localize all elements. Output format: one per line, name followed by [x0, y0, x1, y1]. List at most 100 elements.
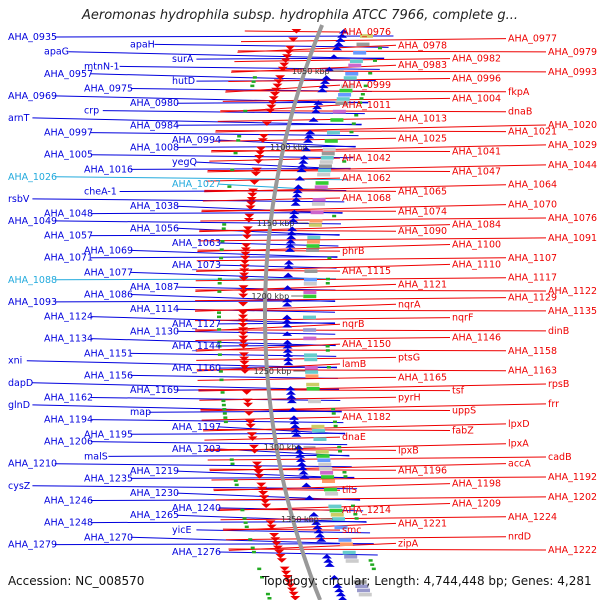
gene-label-aha-0976[interactable]: AHA_0976: [342, 27, 391, 38]
gene-label-tils[interactable]: tilS: [342, 485, 357, 496]
gene-label-aha-1048[interactable]: AHA_1048: [44, 209, 93, 220]
gene-label-aha-1195[interactable]: AHA_1195: [84, 429, 133, 440]
gene-label-nqrb[interactable]: nqrB: [342, 319, 364, 330]
gene-label-aha-1068[interactable]: AHA_1068: [342, 193, 391, 204]
gene-label-aha-1129[interactable]: AHA_1129: [508, 293, 557, 304]
gene-label-aha-1063[interactable]: AHA_1063: [172, 238, 221, 249]
gene-label-map[interactable]: map: [130, 407, 151, 418]
gene-label-aha-1117[interactable]: AHA_1117: [508, 273, 557, 284]
gene-label-aha-1222[interactable]: AHA_1222: [548, 545, 597, 556]
gene-label-aha-1076[interactable]: AHA_1076: [548, 213, 597, 224]
gene-label-aha-1135[interactable]: AHA_1135: [548, 306, 597, 317]
gene-label-arnt[interactable]: arnT: [8, 113, 30, 124]
gene-label-aha-1114[interactable]: AHA_1114: [130, 304, 179, 315]
gene-label-aha-1087[interactable]: AHA_1087: [130, 282, 179, 293]
gene-label-aha-1013[interactable]: AHA_1013: [398, 113, 447, 124]
gene-label-aha-1196[interactable]: AHA_1196: [398, 465, 447, 476]
gene-label-aha-1270[interactable]: AHA_1270: [84, 532, 133, 543]
gene-label-xni[interactable]: xni: [8, 356, 22, 367]
gene-label-cadb[interactable]: cadB: [548, 452, 572, 463]
gene-label-cysz[interactable]: cysZ: [8, 481, 31, 492]
gene-label-nrdd[interactable]: nrdD: [508, 532, 531, 543]
gene-label-aha-1086[interactable]: AHA_1086: [84, 290, 133, 301]
gene-label-crp[interactable]: crp: [84, 106, 99, 117]
gene-label-yegq[interactable]: yegQ: [172, 157, 197, 168]
gene-label-aha-0957[interactable]: AHA_0957: [44, 69, 93, 80]
gene-label-aha-1121[interactable]: AHA_1121: [398, 279, 447, 290]
gene-label-mtnn-1[interactable]: mtnN-1: [84, 61, 120, 72]
gene-label-aha-1073[interactable]: AHA_1073: [172, 260, 221, 271]
gene-label-lamb[interactable]: lamB: [342, 359, 366, 370]
gene-label-aha-1182[interactable]: AHA_1182: [342, 412, 391, 423]
gene-label-upps[interactable]: uppS: [452, 406, 476, 417]
gene-label-apag[interactable]: apaG: [44, 47, 69, 58]
gene-label-aha-0978[interactable]: AHA_0978: [398, 40, 447, 51]
gene-label-aha-1042[interactable]: AHA_1042: [342, 153, 391, 164]
gene-label-aha-1064[interactable]: AHA_1064: [508, 180, 557, 191]
gene-label-lpxa[interactable]: lpxA: [508, 439, 529, 450]
gene-label-aha-1265[interactable]: AHA_1265: [130, 510, 179, 521]
gene-label-aha-1144[interactable]: AHA_1144: [172, 341, 221, 352]
gene-label-aha-1021[interactable]: AHA_1021: [508, 127, 557, 138]
gene-label-aha-1163[interactable]: AHA_1163: [508, 366, 557, 377]
gene-label-aha-0982[interactable]: AHA_0982: [452, 54, 501, 65]
gene-label-aha-1221[interactable]: AHA_1221: [398, 518, 447, 529]
gene-label-dnae[interactable]: dnaE: [342, 432, 366, 443]
gene-label-aha-1008[interactable]: AHA_1008: [130, 142, 179, 153]
gene-label-aha-1127[interactable]: AHA_1127: [172, 319, 221, 330]
gene-label-dnab[interactable]: dnaB: [508, 107, 532, 118]
gene-label-aha-1156[interactable]: AHA_1156: [84, 370, 133, 381]
gene-label-sura[interactable]: surA: [172, 54, 194, 65]
gene-label-aha-1016[interactable]: AHA_1016: [84, 164, 133, 175]
gene-label-aha-1084[interactable]: AHA_1084: [452, 220, 501, 231]
gene-label-aha-1070[interactable]: AHA_1070: [508, 200, 557, 211]
gene-label-fabz[interactable]: fabZ: [452, 425, 474, 436]
gene-label-glnd[interactable]: glnD: [8, 400, 30, 411]
gene-label-aha-0975[interactable]: AHA_0975: [84, 84, 133, 95]
gene-label-aha-0984[interactable]: AHA_0984: [130, 120, 179, 131]
gene-label-aha-1160[interactable]: AHA_1160: [172, 363, 221, 374]
gene-label-aha-0969[interactable]: AHA_0969: [8, 91, 57, 102]
gene-label-hutd[interactable]: hutD: [172, 76, 195, 87]
gene-label-aha-1100[interactable]: AHA_1100: [452, 240, 501, 251]
gene-label-aha-1122[interactable]: AHA_1122: [548, 286, 597, 297]
gene-label-aha-1206[interactable]: AHA_1206: [44, 437, 93, 448]
gene-label-aha-0980[interactable]: AHA_0980: [130, 98, 179, 109]
gene-label-aha-1020[interactable]: AHA_1020: [548, 120, 597, 131]
gene-label-aha-1088[interactable]: AHA_1088: [8, 275, 57, 286]
gene-label-aha-1062[interactable]: AHA_1062: [342, 173, 391, 184]
gene-label-aha-1165[interactable]: AHA_1165: [398, 372, 447, 383]
gene-label-aha-1047[interactable]: AHA_1047: [452, 166, 501, 177]
gene-label-aha-1146[interactable]: AHA_1146: [452, 332, 501, 343]
gene-label-aha-1077[interactable]: AHA_1077: [84, 267, 133, 278]
gene-label-aha-1065[interactable]: AHA_1065: [398, 186, 447, 197]
gene-label-aha-0997[interactable]: AHA_0997: [44, 128, 93, 139]
gene-label-aha-1044[interactable]: AHA_1044: [548, 160, 597, 171]
gene-label-aha-1230[interactable]: AHA_1230: [130, 488, 179, 499]
gene-label-aha-1124[interactable]: AHA_1124: [44, 312, 93, 323]
gene-label-aha-1090[interactable]: AHA_1090: [398, 226, 447, 237]
gene-label-aha-1150[interactable]: AHA_1150: [342, 339, 391, 350]
gene-label-aha-1248[interactable]: AHA_1248: [44, 518, 93, 529]
gene-label-dinb[interactable]: dinB: [548, 326, 569, 337]
gene-label-aha-1219[interactable]: AHA_1219: [130, 466, 179, 477]
gene-label-aha-1158[interactable]: AHA_1158: [508, 346, 557, 357]
gene-label-chea-1[interactable]: cheA-1: [84, 187, 117, 198]
gene-label-aha-1074[interactable]: AHA_1074: [398, 206, 447, 217]
gene-label-aha-1276[interactable]: AHA_1276: [172, 547, 221, 558]
gene-label-aha-0983[interactable]: AHA_0983: [398, 60, 447, 71]
gene-label-aha-1107[interactable]: AHA_1107: [508, 253, 557, 264]
gene-label-aha-1004[interactable]: AHA_1004: [452, 93, 501, 104]
gene-label-aha-1056[interactable]: AHA_1056: [130, 223, 179, 234]
gene-label-aha-1210[interactable]: AHA_1210: [8, 459, 57, 470]
gene-label-aha-1026[interactable]: AHA_1026: [8, 172, 57, 183]
gene-label-aha-1198[interactable]: AHA_1198: [452, 479, 501, 490]
gene-label-apah[interactable]: apaH: [130, 39, 155, 50]
gene-label-aha-1279[interactable]: AHA_1279: [8, 540, 57, 551]
gene-label-aha-1130[interactable]: AHA_1130: [130, 326, 179, 337]
gene-label-aha-1029[interactable]: AHA_1029: [548, 140, 597, 151]
gene-label-aha-1192[interactable]: AHA_1192: [548, 472, 597, 483]
gene-label-aha-1071[interactable]: AHA_1071: [44, 253, 93, 264]
gene-label-aha-1240[interactable]: AHA_1240: [172, 503, 221, 514]
gene-label-aha-1093[interactable]: AHA_1093: [8, 297, 57, 308]
